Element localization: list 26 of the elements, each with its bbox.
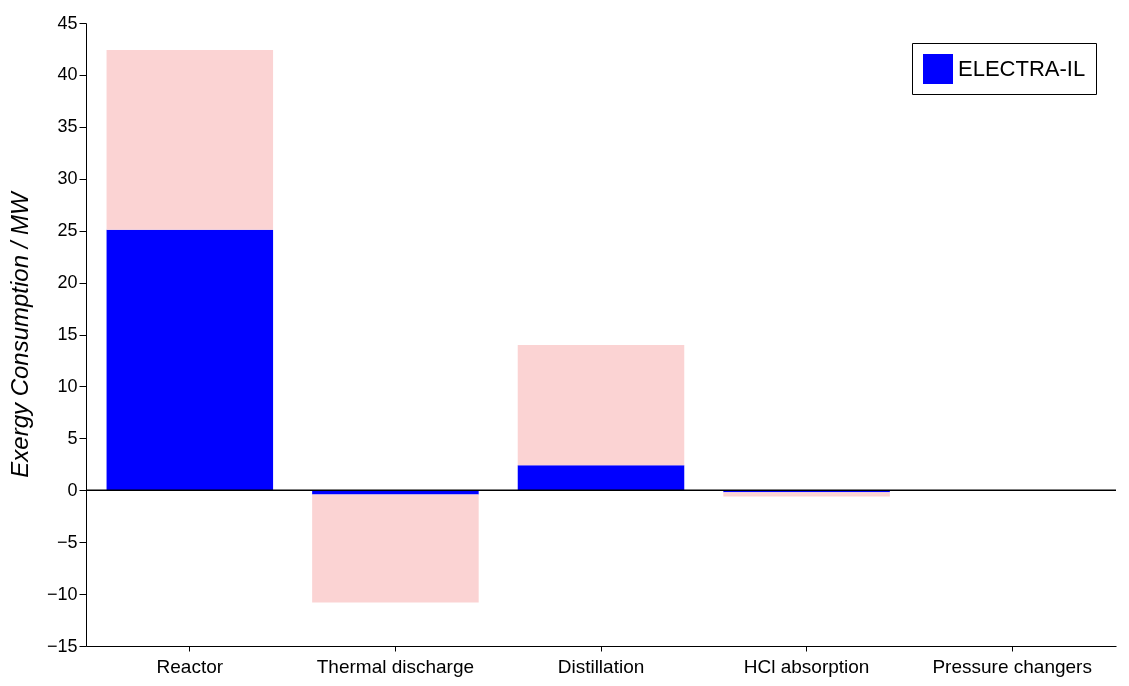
bar [106,229,274,491]
y-tick-label: 5 [67,427,78,448]
y-tick-label: 20 [57,272,78,293]
y-tick-label: 40 [57,64,78,85]
y-tick-label: 0 [67,479,78,500]
y-tick-label: 30 [57,168,78,189]
bar [312,494,479,603]
bar [517,465,685,491]
legend-label: ELECTRA-IL [958,56,1086,81]
x-tick-label: Reactor [156,655,224,677]
y-tick-label: 15 [57,324,78,344]
y-tick-label: 45 [57,12,78,33]
x-tick-label: HCl absorption [743,655,870,677]
y-tick-label: 10 [57,375,78,396]
y-tick-label: 35 [57,116,78,137]
x-tick-label: Distillation [557,655,645,677]
y-tick-label: −5 [56,531,78,552]
bar [517,344,685,466]
bar [106,50,274,230]
y-tick-label: −15 [46,635,78,656]
x-tick-label: Pressure changers [932,655,1092,677]
y-tick-label: 25 [57,220,78,241]
y-tick-label: −10 [46,583,78,604]
y-axis-title: Exergy Consumption / MW [5,189,33,478]
x-tick-label: Thermal discharge [316,655,475,677]
bar [723,492,890,497]
